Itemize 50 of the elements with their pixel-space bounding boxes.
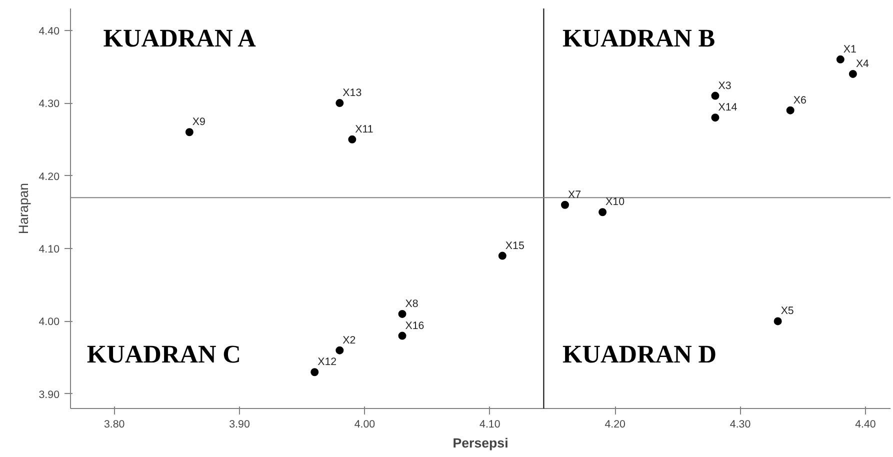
point — [774, 317, 782, 326]
y-axis-title: Harapan — [16, 182, 31, 234]
annotation: KUADRAN B — [562, 24, 716, 52]
point — [310, 368, 319, 376]
point — [786, 106, 794, 114]
data-label: X11 — [355, 123, 374, 136]
x-tick-label: 4.40 — [855, 418, 876, 430]
data-label: X12 — [318, 356, 337, 368]
x-axis-title: Persepsi — [452, 436, 508, 450]
data-label: X14 — [718, 102, 738, 114]
x-tick-label: 4.00 — [354, 418, 376, 430]
annotation: KUADRAN D — [562, 340, 717, 368]
data-label: X10 — [606, 196, 625, 208]
data-label: X4 — [856, 58, 870, 70]
point — [598, 208, 607, 216]
data-label: X1 — [843, 43, 857, 56]
annotation: KUADRAN A — [103, 24, 257, 52]
y-tick-label: 3.90 — [38, 388, 60, 401]
data-label: X13 — [342, 87, 362, 100]
point — [711, 92, 720, 100]
x-tick-label: 4.30 — [730, 418, 751, 430]
point — [398, 310, 406, 318]
y-tick-label: 4.20 — [38, 170, 60, 183]
point — [498, 252, 506, 260]
point — [836, 55, 844, 64]
annotation: KUADRAN C — [86, 340, 241, 368]
point — [398, 332, 406, 340]
point — [848, 70, 857, 78]
point — [185, 128, 194, 136]
point — [336, 346, 344, 354]
y-tick-label: 4.40 — [38, 25, 60, 38]
x-tick-label: 4.10 — [480, 418, 500, 430]
data-label: X15 — [505, 240, 524, 252]
point — [348, 135, 356, 144]
x-tick-label: 3.90 — [229, 418, 250, 430]
point — [561, 200, 570, 209]
y-tick-label: 4.30 — [38, 98, 60, 110]
data-label: X5 — [780, 305, 794, 318]
y-tick-label: 4.00 — [38, 316, 60, 328]
x-tick-label: 3.80 — [104, 418, 125, 430]
data-label: X16 — [405, 320, 424, 332]
data-label: X6 — [793, 94, 806, 106]
data-label: X3 — [718, 80, 732, 92]
x-tick-label: 4.20 — [604, 418, 626, 430]
point — [336, 99, 344, 108]
data-label: X8 — [405, 298, 418, 310]
data-label: X9 — [192, 116, 206, 128]
point — [711, 114, 720, 122]
data-label: X2 — [342, 334, 356, 346]
y-tick-label: 4.10 — [38, 244, 60, 256]
